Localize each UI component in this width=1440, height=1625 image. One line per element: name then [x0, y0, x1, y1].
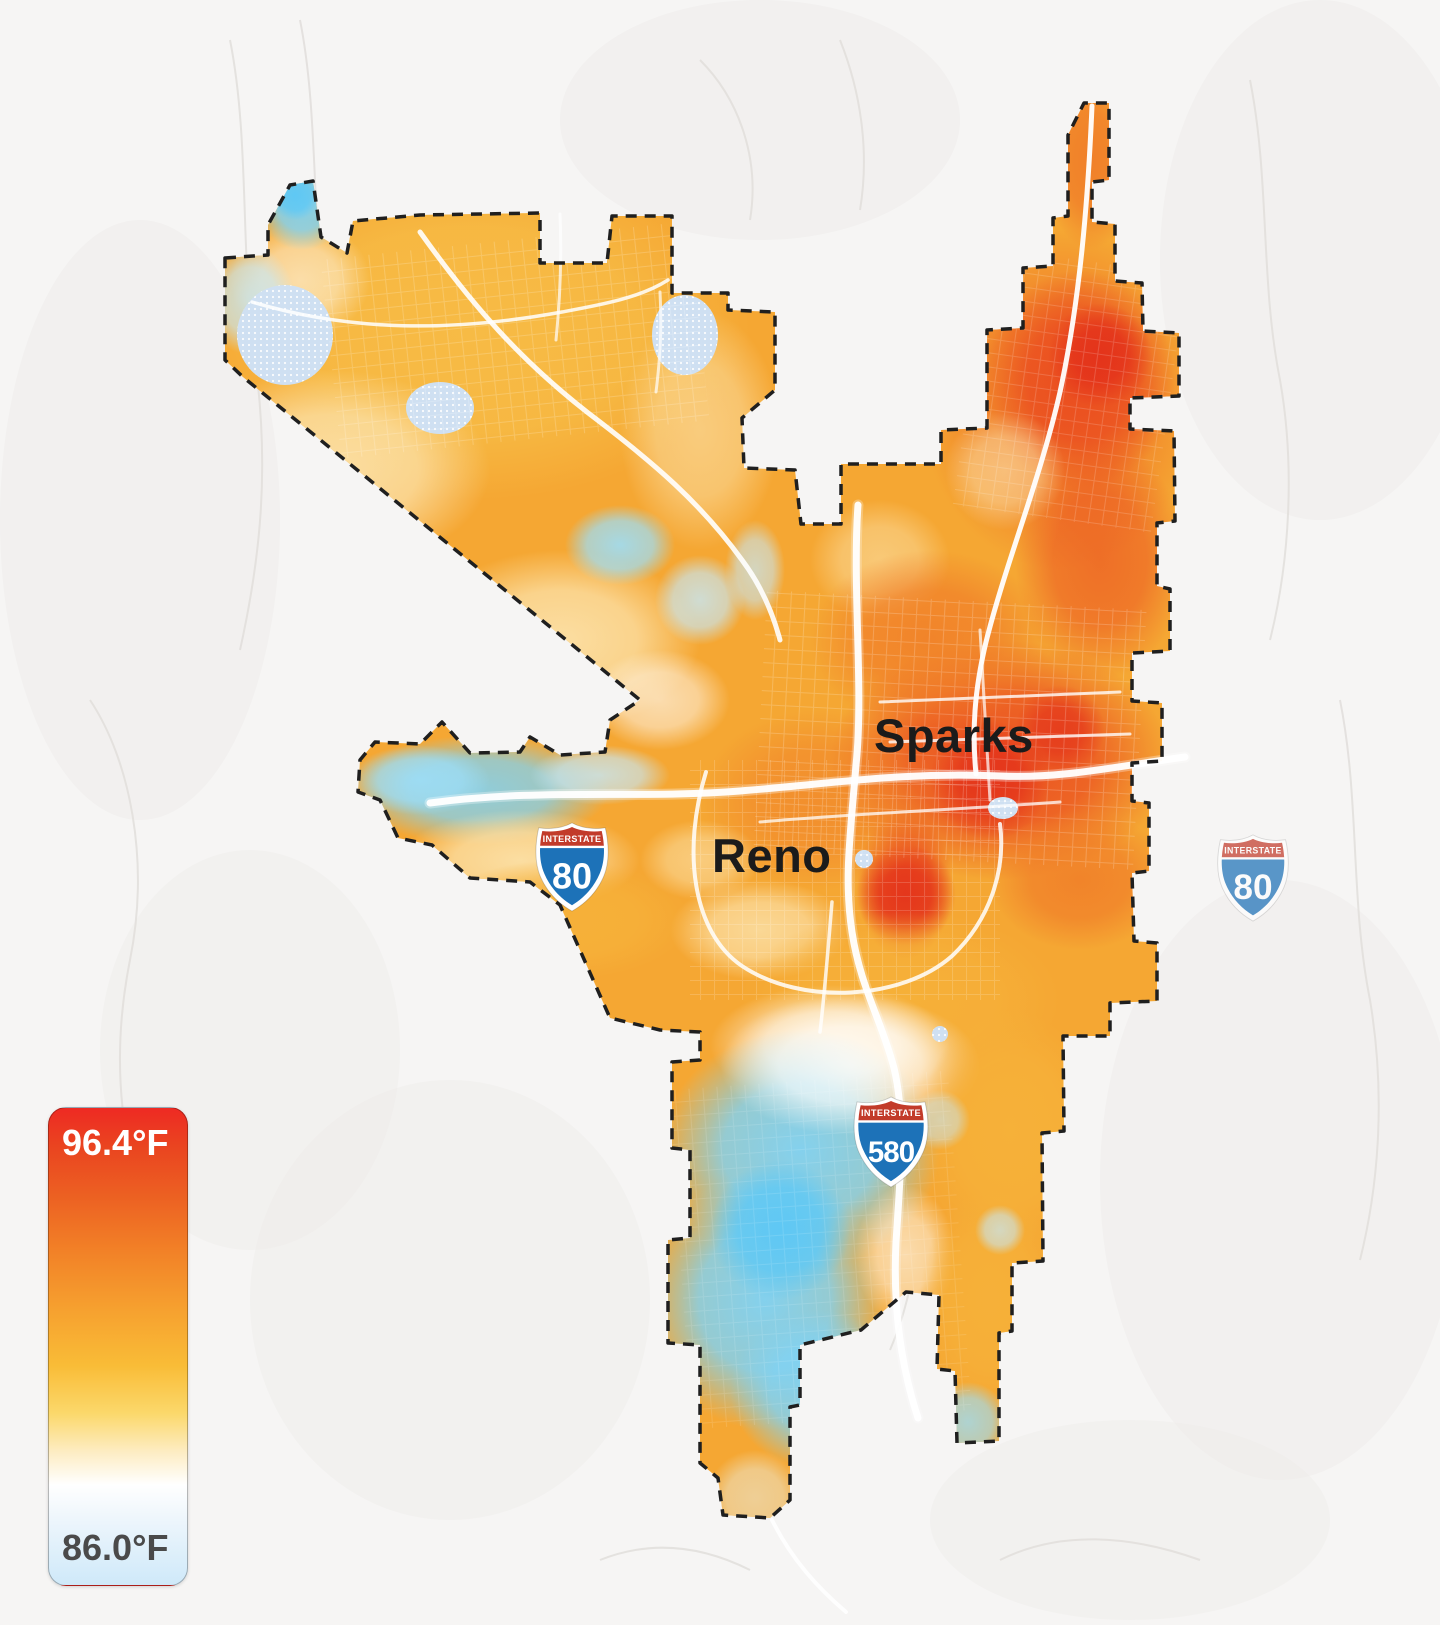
legend-min-label: 86.0°F — [62, 1527, 169, 1568]
interstate-80-east-shield-icon: INTERSTATE 80 — [1209, 832, 1297, 924]
i80-road-line — [426, 753, 1189, 807]
roads — [250, 103, 1191, 1614]
shield-banner-text: INTERSTATE — [861, 1108, 921, 1118]
city-label-sparks: Sparks — [874, 709, 1034, 762]
interstate-80-west-shield-icon: INTERSTATE 80 — [527, 820, 617, 914]
shield-number-text: 80 — [1233, 868, 1272, 907]
shield-banner-text: INTERSTATE — [1224, 845, 1281, 855]
temperature-legend: 96.4°F 86.0°F — [48, 1107, 188, 1586]
city-label-reno: Reno — [712, 829, 832, 882]
shield-banner-text: INTERSTATE — [543, 834, 602, 844]
shield-number-text: 580 — [868, 1136, 915, 1169]
interstate-580-shield-icon: INTERSTATE 580 — [845, 1094, 937, 1190]
i580-road-line — [844, 501, 922, 1422]
legend-max-label: 96.4°F — [62, 1122, 169, 1163]
shield-number-text: 80 — [552, 856, 592, 897]
